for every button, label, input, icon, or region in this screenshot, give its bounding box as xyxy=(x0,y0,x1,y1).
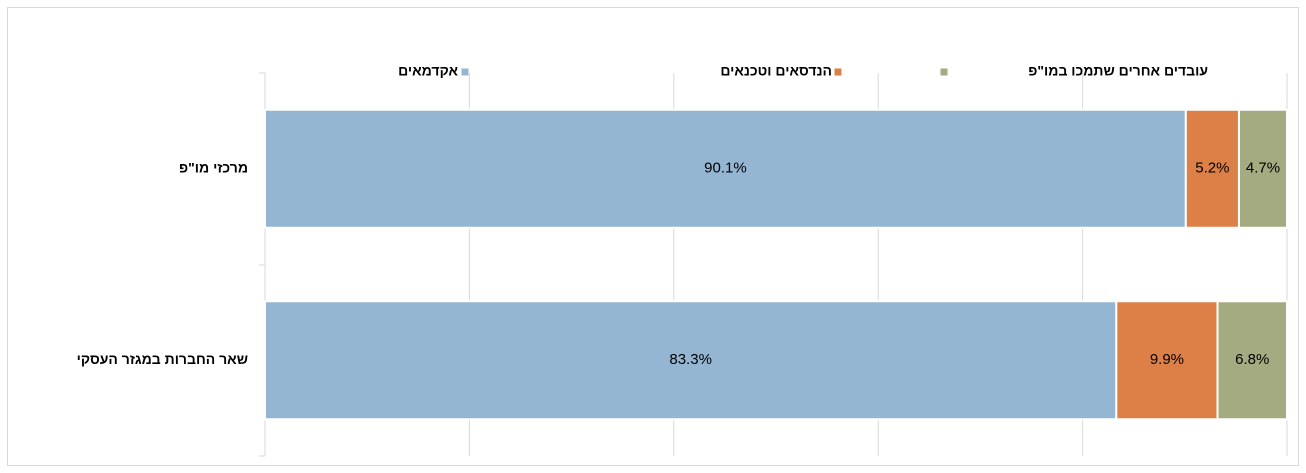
data-label: 83.3% xyxy=(669,351,712,368)
bar-segment xyxy=(1115,300,1219,421)
legend-label: עובדים אחרים שתמכו במו"פ xyxy=(1028,63,1208,79)
legend-label: אקדמאים xyxy=(398,63,458,79)
data-label: 6.8% xyxy=(1235,351,1269,368)
bar-segment xyxy=(1237,108,1288,229)
legend-swatch xyxy=(461,68,469,76)
bar-segment xyxy=(1184,108,1240,229)
data-label: 4.7% xyxy=(1246,160,1280,177)
data-label: 9.9% xyxy=(1150,351,1184,368)
legend-swatch xyxy=(834,68,842,76)
bar-segment xyxy=(264,108,1187,229)
data-label: 5.2% xyxy=(1195,160,1229,177)
data-label: 90.1% xyxy=(704,160,747,177)
legend-swatch xyxy=(940,68,948,76)
bar-segment xyxy=(1216,300,1289,421)
legend-label: הנדסאים וטכנאים xyxy=(720,63,832,79)
bar-segment xyxy=(264,300,1118,421)
category-label: מרכזי מו"פ xyxy=(179,159,248,175)
category-label: שאר החברות במגזר העסקי xyxy=(77,351,248,367)
